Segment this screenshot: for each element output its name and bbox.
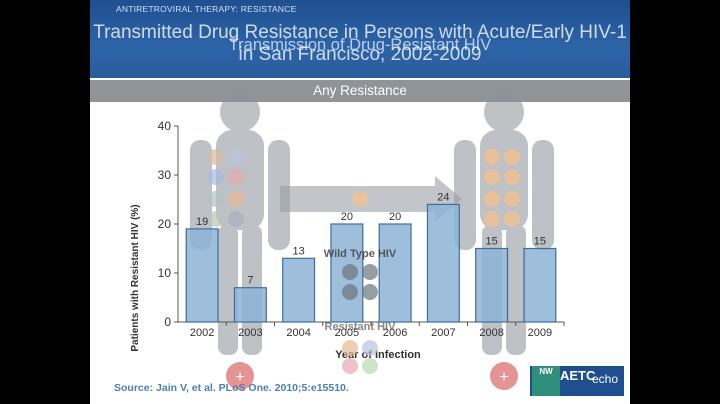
x-tick-label: 2002 <box>190 327 214 339</box>
logo-aetc: AETC <box>560 368 596 383</box>
slide-header: ANTIRETROVIRAL THERAPY: RESISTANCE Trans… <box>90 0 630 78</box>
y-tick-label: 20 <box>158 217 172 231</box>
bar-value-label: 19 <box>196 216 208 228</box>
y-tick-label: 10 <box>158 266 172 280</box>
bar-value-label: 7 <box>247 275 253 287</box>
plus-icon: + <box>235 369 244 386</box>
y-tick-label: 30 <box>158 168 172 182</box>
bar-value-label: 20 <box>341 211 353 223</box>
bar <box>185 228 219 323</box>
y-tick-label: 40 <box>158 119 172 133</box>
slide-title: Transmitted Drug Resistance in Persons w… <box>93 22 627 65</box>
bar <box>233 287 267 323</box>
bar <box>523 247 557 323</box>
overlay-title: Transmission of Drug-Resistant HIV <box>228 36 492 54</box>
x-tick-label: 2004 <box>286 327 310 339</box>
bar <box>475 247 509 323</box>
source-citation: Source: Jain V, et al. PLoS One. 2010;5:… <box>114 382 349 394</box>
overlay-decor <box>208 149 520 390</box>
x-tick-label: 2009 <box>528 327 552 339</box>
slide: ANTIRETROVIRAL THERAPY: RESISTANCE Trans… <box>90 0 630 404</box>
resistant-label: Resistant HIV <box>325 321 397 333</box>
x-tick-label: 2007 <box>431 327 455 339</box>
plus-icon: + <box>499 369 508 386</box>
x-tick-label: 2008 <box>479 327 503 339</box>
bar-value-label: 13 <box>293 245 305 257</box>
bar-value-label: 24 <box>437 191 449 203</box>
nwaetc-echo-logo: NW AETC echo <box>530 366 624 396</box>
logo-nw: NW <box>532 366 560 396</box>
bar <box>282 257 316 323</box>
bar <box>378 223 412 323</box>
y-axis-label: Patients with Resistant HIV (%) <box>130 204 141 351</box>
x-tick-label: 2003 <box>238 327 262 339</box>
x-tick-label: 2006 <box>383 327 407 339</box>
bar-value-label: 20 <box>389 211 401 223</box>
section-label: ANTIRETROVIRAL THERAPY: RESISTANCE <box>116 4 297 14</box>
bar-value-label: 15 <box>486 236 498 248</box>
bar-chart: 0 10 20 30 40 2002 19 2003 7 2004 13 2005 20 2006 20 2… <box>130 92 565 390</box>
y-tick-label: 0 <box>164 315 171 329</box>
logo-echo: echo <box>592 372 619 386</box>
bar <box>426 203 460 323</box>
x-tick-label: 2005 <box>335 327 359 339</box>
bar-value-label: 15 <box>534 236 546 248</box>
wild-type-label: Wild Type HIV <box>324 248 397 260</box>
